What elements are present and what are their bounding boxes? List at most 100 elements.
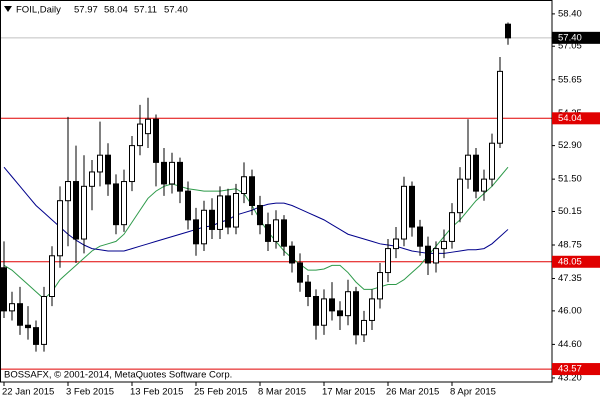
- candle-body: [49, 255, 55, 297]
- candle-body: [241, 176, 247, 195]
- candle-body: [9, 303, 15, 312]
- level-label: 48.05: [558, 256, 582, 267]
- x-tick-label: 25 Feb 2015: [194, 387, 247, 398]
- ohlc-readout: 57.97 58.04 57.11 57.40: [74, 5, 188, 16]
- x-tick-label: 26 Mar 2015: [386, 387, 439, 398]
- moving-average: [3, 166, 509, 254]
- chart-title: FOIL,Daily: [16, 5, 61, 16]
- candle-body: [185, 190, 191, 221]
- level-label: 43.57: [558, 364, 582, 375]
- candle-body: [353, 291, 359, 336]
- candle-body: [89, 171, 95, 187]
- menu-triangle: [4, 6, 12, 12]
- candle-body: [273, 219, 279, 242]
- candle-body: [209, 209, 215, 230]
- candle-body: [97, 154, 103, 173]
- level-label-box: [552, 112, 600, 125]
- x-tick-label: 8 Mar 2015: [258, 387, 306, 398]
- y-tick-label: 55.65: [558, 74, 582, 85]
- candle-body: [441, 240, 447, 250]
- candle-body: [369, 298, 375, 321]
- candle-body: [321, 298, 327, 326]
- candle-body: [433, 248, 439, 264]
- candle-body: [193, 219, 199, 245]
- candle-body: [73, 181, 79, 240]
- y-tick-label: 57.05: [558, 41, 582, 52]
- candle-body: [313, 295, 319, 326]
- candle-body: [481, 178, 487, 192]
- ohlc-value: 58.04: [104, 5, 128, 16]
- ohlc-value: 57.97: [74, 5, 98, 16]
- y-tick-label: 50.15: [558, 206, 582, 217]
- candle-body: [417, 226, 423, 247]
- x-tick-label: 8 Apr 2015: [450, 387, 496, 398]
- candle-body: [201, 209, 207, 245]
- candle-body: [33, 327, 39, 345]
- candle-body: [281, 219, 287, 247]
- candle-body: [257, 204, 263, 226]
- ohlc-value: 57.11: [134, 5, 157, 16]
- candle-body: [161, 161, 167, 185]
- y-tick-label: 46.00: [558, 305, 582, 316]
- candle-body: [473, 154, 479, 192]
- copyright: BOSSAFX, © 2001-2014, MetaQuotes Softwar…: [4, 370, 232, 381]
- candle-body: [345, 291, 351, 317]
- candle-body: [457, 178, 463, 214]
- candle-body: [393, 238, 399, 250]
- y-tick-label: 52.90: [558, 140, 582, 151]
- candle-body: [169, 161, 175, 185]
- candle-body: [65, 181, 71, 202]
- candle-body: [25, 324, 31, 329]
- ohlc-value: 57.40: [164, 5, 188, 16]
- y-tick-label: 58.40: [558, 8, 582, 19]
- y-tick-label: 51.50: [558, 174, 582, 185]
- candle-body: [425, 245, 431, 264]
- x-tick-label: 22 Jan 2015: [2, 387, 54, 398]
- candle-body: [81, 185, 87, 240]
- candle-body: [297, 262, 303, 283]
- candle-body: [337, 310, 343, 317]
- candle-body: [1, 267, 7, 312]
- x-tick-label: 3 Feb 2015: [66, 387, 114, 398]
- candle-body: [449, 212, 455, 242]
- x-tick-label: 17 Mar 2015: [322, 387, 375, 398]
- y-tick-label: 47.35: [558, 273, 582, 284]
- candle-body: [489, 142, 495, 180]
- candle-body: [57, 200, 63, 257]
- candle-body: [401, 185, 407, 240]
- candle-body: [129, 145, 135, 183]
- candle-body: [377, 272, 383, 300]
- candle-body: [113, 183, 119, 226]
- level-label: 54.04: [558, 113, 582, 124]
- candle-body: [305, 281, 311, 297]
- candle-body: [121, 181, 127, 226]
- candle-body: [153, 118, 159, 163]
- candle-body: [145, 118, 151, 135]
- candle-body: [249, 176, 255, 206]
- y-tick-label: 44.60: [558, 339, 582, 350]
- y-tick-label: 48.75: [558, 240, 582, 251]
- candle-body: [105, 154, 111, 185]
- last-price-label: 57.40: [558, 32, 582, 43]
- candle-body: [329, 298, 335, 312]
- candle-body: [177, 161, 183, 192]
- plot-frame: [0, 0, 553, 383]
- candle-body: [361, 319, 367, 336]
- candle-body: [233, 193, 239, 228]
- candle-body: [137, 123, 143, 147]
- candle-body: [409, 185, 415, 228]
- candle-body: [289, 245, 295, 264]
- last-price-box: [552, 31, 600, 44]
- candle-body: [265, 224, 271, 242]
- candle-body: [465, 154, 471, 180]
- candle-body: [505, 23, 511, 39]
- candle-body: [217, 195, 223, 230]
- moving-average: [3, 166, 509, 300]
- plot-area: [0, 22, 552, 370]
- level-label-box: [552, 255, 600, 268]
- level-label-box: [552, 363, 600, 376]
- candle-body: [17, 303, 23, 326]
- candle-body: [225, 195, 231, 228]
